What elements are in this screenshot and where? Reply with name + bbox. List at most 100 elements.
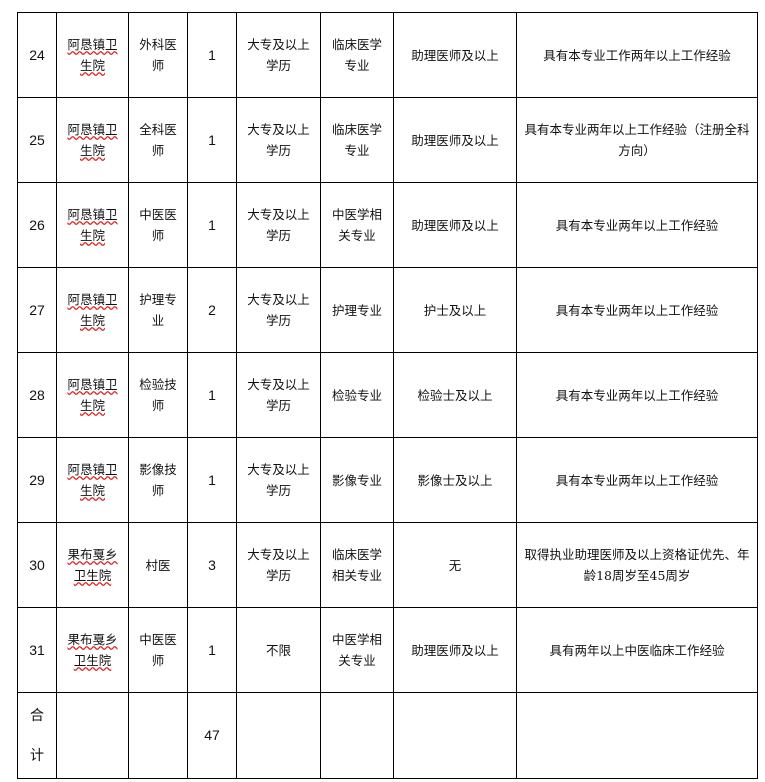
education: 大专及以上学历 [247,37,310,73]
headcount: 1 [208,386,216,403]
qualification-cell: 检验士及以上 [393,352,517,438]
table-row: 26 阿恳镇卫生院 中医医师 1 大专及以上学历 中医学相关专业 助理医师及以上 具有本专业两… [17,182,758,268]
major: 检验专业 [331,387,382,403]
headcount-cell: 1 [187,182,237,268]
requirement-cell: 具有两年以上中医临床工作经验 [516,607,758,693]
requirement: 具有两年以上中医临床工作经验 [549,642,725,658]
hospital: 果布戛乡卫生院 [67,632,118,668]
position-cell: 外科医师 [128,12,188,98]
requirement-cell: 具有本专业两年以上工作经验 [516,267,758,353]
row-number-cell: 26 [17,182,57,268]
row-number-cell: 24 [17,12,57,98]
major: 护理专业 [331,302,382,318]
education-cell: 大专及以上学历 [236,522,321,608]
empty-cell [56,692,129,779]
qualification: 助理医师及以上 [411,132,499,148]
position-cell: 检验技师 [128,352,188,438]
row-number: 25 [29,131,45,148]
hospital: 阿恳镇卫生院 [67,292,118,328]
qualification-cell: 助理医师及以上 [393,182,517,268]
row-number-cell: 28 [17,352,57,438]
hospital-cell: 阿恳镇卫生院 [56,12,129,98]
qualification-cell: 护士及以上 [393,267,517,353]
hospital-cell: 阿恳镇卫生院 [56,182,129,268]
education: 大专及以上学历 [247,377,310,413]
hospital: 阿恳镇卫生院 [67,207,118,243]
hospital-cell: 阿恳镇卫生院 [56,437,129,523]
table-row: 31 果布戛乡卫生院 中医医师 1 不限 中医学相关专业 助理医师及以上 具有两年以上中医临床… [17,607,758,693]
education-cell: 大专及以上学历 [236,267,321,353]
position: 护理专业 [139,292,177,328]
major: 临床医学专业 [331,122,382,158]
row-number: 27 [29,301,45,318]
position-cell: 中医医师 [128,607,188,693]
requirement-cell: 具有本专业两年以上工作经验 [516,182,758,268]
education-cell: 不限 [236,607,321,693]
hospital: 阿恳镇卫生院 [67,377,118,413]
headcount-cell: 1 [187,607,237,693]
requirement-cell: 具有本专业两年以上工作经验 [516,352,758,438]
major-cell: 临床医学相关专业 [320,522,394,608]
education-cell: 大专及以上学历 [236,352,321,438]
requirement: 取得执业助理医师及以上资格证优先、年龄18周岁至45周岁 [524,547,750,583]
qualification: 无 [448,557,462,573]
requirement: 具有本专业两年以上工作经验（注册全科方向） [524,122,750,158]
hospital: 果布戛乡卫生院 [67,547,118,583]
headcount-cell: 1 [187,12,237,98]
headcount: 1 [208,131,216,148]
headcount: 1 [208,471,216,488]
position: 全科医师 [139,122,177,158]
requirement-cell: 具有本专业两年以上工作经验 [516,437,758,523]
position-cell: 村医 [128,522,188,608]
requirement-cell: 取得执业助理医师及以上资格证优先、年龄18周岁至45周岁 [516,522,758,608]
empty-cell [236,692,321,779]
headcount: 3 [208,556,216,573]
qualification: 护士及以上 [423,302,487,318]
education-cell: 大专及以上学历 [236,437,321,523]
table-row: 25 阿恳镇卫生院 全科医师 1 大专及以上学历 临床医学专业 助理医师及以上 具有本专业两年… [17,97,758,183]
major: 临床医学相关专业 [331,547,382,583]
qualification: 助理医师及以上 [411,217,499,233]
empty-cell [320,692,394,779]
hospital-cell: 阿恳镇卫生院 [56,267,129,353]
major-cell: 中医学相关专业 [320,607,394,693]
position: 中医医师 [139,207,177,243]
table-body: 24 阿恳镇卫生院 外科医师 1 大专及以上学历 临床医学专业 助理医师及以上 具有本专业工作… [17,12,758,779]
headcount-cell: 2 [187,267,237,353]
requirement: 具有本专业两年以上工作经验 [555,302,719,318]
requirement: 具有本专业两年以上工作经验 [555,472,719,488]
headcount-cell: 1 [187,352,237,438]
major-cell: 中医学相关专业 [320,182,394,268]
qualification-cell: 影像士及以上 [393,437,517,523]
major: 中医学相关专业 [331,632,382,668]
major-cell: 影像专业 [320,437,394,523]
empty-cell [128,692,188,779]
table-row: 29 阿恳镇卫生院 影像技师 1 大专及以上学历 影像专业 影像士及以上 具有本专业两年以上工… [17,437,758,523]
headcount-cell: 1 [187,437,237,523]
row-number-cell: 30 [17,522,57,608]
empty-cell [516,692,758,779]
table-row: 28 阿恳镇卫生院 检验技师 1 大专及以上学历 检验专业 检验士及以上 具有本专业两年以上工… [17,352,758,438]
qualification-cell: 无 [393,522,517,608]
row-number: 24 [29,46,45,63]
row-number: 28 [29,386,45,403]
qualification-cell: 助理医师及以上 [393,607,517,693]
row-number: 29 [29,471,45,488]
hospital-cell: 果布戛乡卫生院 [56,522,129,608]
requirement: 具有本专业两年以上工作经验 [555,387,719,403]
hospital-cell: 阿恳镇卫生院 [56,97,129,183]
education: 大专及以上学历 [247,207,310,243]
row-number-cell: 31 [17,607,57,693]
education: 不限 [265,642,291,658]
position-cell: 护理专业 [128,267,188,353]
requirement-cell: 具有本专业两年以上工作经验（注册全科方向） [516,97,758,183]
qualification: 检验士及以上 [417,387,493,403]
requirement: 具有本专业两年以上工作经验 [555,217,719,233]
major: 临床医学专业 [331,37,382,73]
requirement: 具有本专业工作两年以上工作经验 [543,47,731,63]
major: 中医学相关专业 [331,207,382,243]
position: 检验技师 [139,377,177,413]
headcount: 1 [208,641,216,658]
hospital: 阿恳镇卫生院 [67,37,118,73]
